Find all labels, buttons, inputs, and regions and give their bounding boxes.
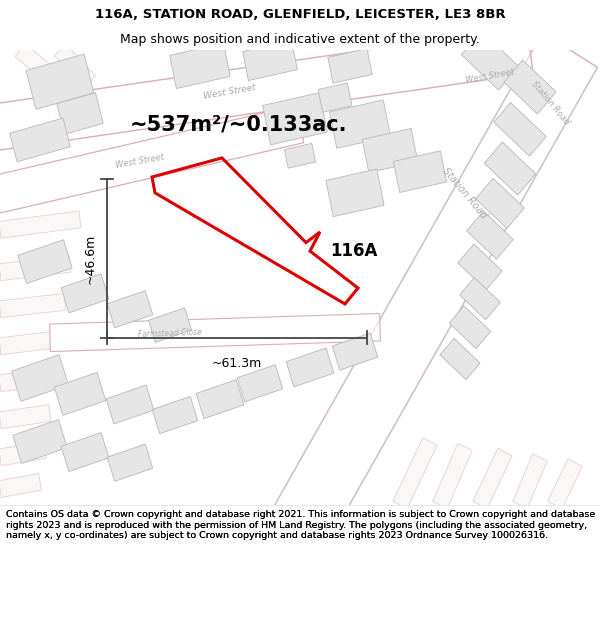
Polygon shape	[393, 438, 437, 509]
Polygon shape	[15, 43, 50, 78]
Polygon shape	[272, 32, 598, 544]
Polygon shape	[10, 118, 70, 162]
Polygon shape	[326, 169, 384, 217]
Polygon shape	[0, 404, 51, 429]
Polygon shape	[467, 211, 513, 259]
Polygon shape	[149, 308, 191, 342]
Polygon shape	[461, 31, 518, 90]
Polygon shape	[57, 92, 103, 134]
Polygon shape	[242, 41, 298, 81]
Polygon shape	[26, 54, 94, 109]
Polygon shape	[473, 448, 512, 509]
Polygon shape	[362, 129, 418, 173]
Polygon shape	[0, 27, 533, 152]
Polygon shape	[107, 291, 153, 328]
Polygon shape	[0, 293, 66, 318]
Polygon shape	[18, 240, 72, 284]
Text: ~46.6m: ~46.6m	[84, 233, 97, 284]
Polygon shape	[55, 44, 95, 88]
Text: West Street: West Street	[465, 68, 515, 85]
Polygon shape	[170, 43, 230, 89]
Polygon shape	[0, 473, 41, 498]
Polygon shape	[449, 306, 491, 349]
Polygon shape	[0, 442, 46, 466]
Polygon shape	[0, 211, 81, 238]
Text: West Street: West Street	[115, 152, 165, 170]
Polygon shape	[440, 338, 480, 379]
Polygon shape	[332, 333, 378, 370]
Polygon shape	[54, 372, 106, 416]
Polygon shape	[106, 385, 154, 424]
Polygon shape	[504, 60, 556, 114]
Polygon shape	[196, 380, 244, 419]
Polygon shape	[0, 331, 61, 354]
Polygon shape	[329, 100, 391, 148]
Polygon shape	[394, 151, 446, 192]
Polygon shape	[548, 459, 582, 509]
Text: ~61.3m: ~61.3m	[212, 357, 262, 370]
Text: Map shows position and indicative extent of the property.: Map shows position and indicative extent…	[120, 32, 480, 46]
Polygon shape	[107, 444, 153, 481]
Polygon shape	[152, 396, 198, 434]
Polygon shape	[50, 314, 380, 352]
Text: Contains OS data © Crown copyright and database right 2021. This information is : Contains OS data © Crown copyright and d…	[6, 511, 595, 540]
Polygon shape	[11, 355, 68, 401]
Polygon shape	[328, 49, 372, 83]
Polygon shape	[0, 256, 71, 281]
Text: Farmstead Close: Farmstead Close	[138, 328, 202, 339]
Text: Station Road: Station Road	[441, 166, 489, 220]
Text: ~537m²/~0.133ac.: ~537m²/~0.133ac.	[130, 114, 347, 134]
Polygon shape	[433, 443, 472, 509]
Polygon shape	[61, 274, 109, 313]
Text: Contains OS data © Crown copyright and database right 2021. This information is : Contains OS data © Crown copyright and d…	[6, 511, 595, 540]
Polygon shape	[61, 432, 109, 471]
Polygon shape	[484, 142, 536, 195]
Polygon shape	[476, 178, 524, 229]
Polygon shape	[13, 419, 67, 464]
Text: West Street: West Street	[203, 83, 257, 101]
Polygon shape	[460, 278, 500, 320]
Text: 116A: 116A	[330, 242, 377, 260]
Polygon shape	[494, 102, 546, 156]
Polygon shape	[458, 244, 502, 290]
Polygon shape	[237, 365, 283, 402]
Text: Station Road: Station Road	[529, 79, 571, 126]
Polygon shape	[318, 83, 352, 112]
Polygon shape	[284, 143, 316, 168]
Polygon shape	[263, 92, 328, 145]
Polygon shape	[0, 368, 56, 392]
Polygon shape	[512, 454, 547, 509]
Polygon shape	[286, 348, 334, 387]
Text: 116A, STATION ROAD, GLENFIELD, LEICESTER, LE3 8BR: 116A, STATION ROAD, GLENFIELD, LEICESTER…	[95, 8, 505, 21]
Polygon shape	[0, 106, 304, 217]
